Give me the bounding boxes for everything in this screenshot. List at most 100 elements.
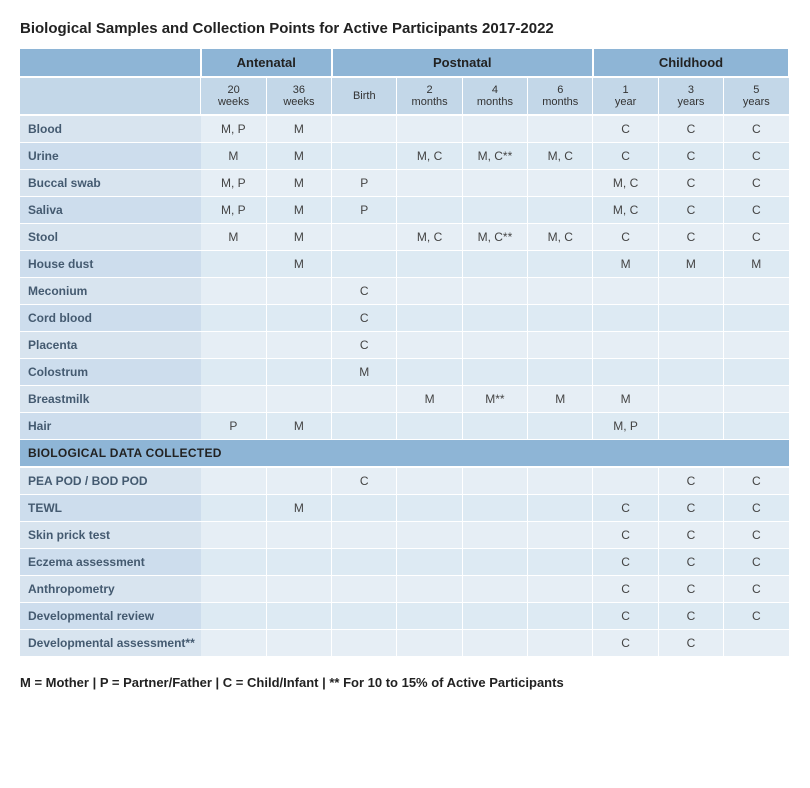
- table-row: StoolMMM, CM, C**M, CCCC: [20, 224, 789, 251]
- data-cell: [528, 522, 593, 549]
- data-cell: [658, 278, 723, 305]
- row-label: Breastmilk: [20, 386, 201, 413]
- data-cell: M: [332, 359, 397, 386]
- data-cell: [528, 305, 593, 332]
- data-cell: [397, 305, 462, 332]
- data-cell: [201, 630, 266, 657]
- data-cell: [266, 278, 331, 305]
- page-title: Biological Samples and Collection Points…: [20, 20, 790, 37]
- data-cell: M: [593, 251, 658, 278]
- row-label: Hair: [20, 413, 201, 440]
- data-cell: M, C: [593, 170, 658, 197]
- data-cell: C: [593, 224, 658, 251]
- data-cell: [397, 603, 462, 630]
- row-label: Saliva: [20, 197, 201, 224]
- data-cell: [332, 522, 397, 549]
- table-row: MeconiumC: [20, 278, 789, 305]
- group-header-row: AntenatalPostnatalChildhood: [20, 49, 789, 77]
- data-cell: [528, 278, 593, 305]
- data-cell: C: [332, 467, 397, 495]
- data-cell: [528, 115, 593, 143]
- data-cell: [332, 495, 397, 522]
- data-cell: M: [266, 143, 331, 170]
- data-cell: C: [658, 224, 723, 251]
- data-cell: C: [658, 495, 723, 522]
- data-cell: C: [724, 115, 789, 143]
- data-cell: C: [724, 576, 789, 603]
- data-cell: [528, 413, 593, 440]
- data-cell: M, P: [201, 197, 266, 224]
- data-cell: M, P: [201, 170, 266, 197]
- data-cell: [462, 251, 527, 278]
- data-cell: [462, 630, 527, 657]
- data-cell: M: [266, 115, 331, 143]
- data-cell: M: [593, 386, 658, 413]
- data-cell: [397, 278, 462, 305]
- table-head: AntenatalPostnatalChildhood 20weeks36wee…: [20, 49, 789, 115]
- row-label: Urine: [20, 143, 201, 170]
- sub-header-cell: 20weeks: [201, 77, 266, 115]
- data-cell: C: [658, 467, 723, 495]
- data-cell: [724, 386, 789, 413]
- data-cell: C: [658, 522, 723, 549]
- data-cell: [462, 413, 527, 440]
- sub-header-cell: 5years: [724, 77, 789, 115]
- sub-header-cell: 2months: [397, 77, 462, 115]
- data-cell: [332, 251, 397, 278]
- data-cell: [201, 467, 266, 495]
- data-cell: [658, 386, 723, 413]
- data-cell: [724, 278, 789, 305]
- data-cell: [201, 495, 266, 522]
- data-cell: M: [528, 386, 593, 413]
- row-label: Cord blood: [20, 305, 201, 332]
- data-cell: [593, 278, 658, 305]
- data-cell: [266, 305, 331, 332]
- table-row: BloodM, PMCCC: [20, 115, 789, 143]
- data-cell: P: [332, 197, 397, 224]
- data-cell: M, C: [528, 143, 593, 170]
- data-cell: [528, 332, 593, 359]
- data-cell: [397, 332, 462, 359]
- data-cell: [462, 170, 527, 197]
- data-cell: [724, 305, 789, 332]
- data-cell: [528, 630, 593, 657]
- table-row: ColostrumM: [20, 359, 789, 386]
- row-label: House dust: [20, 251, 201, 278]
- data-cell: [332, 413, 397, 440]
- data-cell: [397, 170, 462, 197]
- table-row: Placenta C: [20, 332, 789, 359]
- table-row: TEWLMCCC: [20, 495, 789, 522]
- table-row: Developmental assessment**CC: [20, 630, 789, 657]
- data-cell: C: [332, 332, 397, 359]
- data-cell: [462, 576, 527, 603]
- data-cell: [332, 576, 397, 603]
- data-cell: [593, 305, 658, 332]
- data-cell: [332, 630, 397, 657]
- data-cell: C: [593, 576, 658, 603]
- data-cell: [658, 413, 723, 440]
- data-cell: [332, 224, 397, 251]
- data-cell: C: [593, 143, 658, 170]
- data-cell: [266, 549, 331, 576]
- data-cell: [397, 495, 462, 522]
- data-cell: [332, 603, 397, 630]
- data-cell: [397, 549, 462, 576]
- data-cell: C: [593, 549, 658, 576]
- data-cell: C: [658, 549, 723, 576]
- data-cell: M, C: [593, 197, 658, 224]
- data-cell: [397, 522, 462, 549]
- data-cell: [528, 197, 593, 224]
- data-cell: M, C: [397, 224, 462, 251]
- group-header-cell: Antenatal: [201, 49, 332, 77]
- data-cell: [266, 576, 331, 603]
- row-label: Placenta: [20, 332, 201, 359]
- data-cell: [266, 359, 331, 386]
- data-cell: M: [201, 224, 266, 251]
- data-cell: [201, 386, 266, 413]
- data-cell: [266, 332, 331, 359]
- table-row: AnthropometryCCC: [20, 576, 789, 603]
- data-cell: [528, 576, 593, 603]
- data-cell: C: [593, 115, 658, 143]
- data-cell: [201, 278, 266, 305]
- section-header-cell: BIOLOGICAL DATA COLLECTED: [20, 440, 789, 468]
